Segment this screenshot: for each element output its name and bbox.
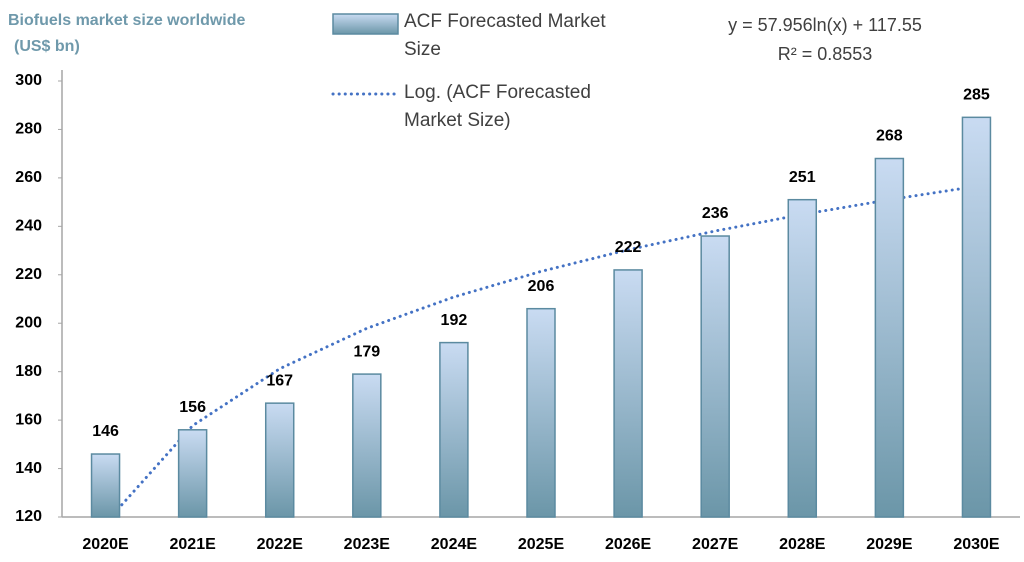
y-tick-label: 280 [15,121,42,138]
bar [439,341,469,518]
data-label: 222 [615,239,642,256]
data-label: 285 [963,87,990,104]
x-tick-label: 2024E [431,536,478,553]
bar [264,402,295,518]
data-label: 192 [441,312,468,329]
y-tick-label: 220 [15,266,42,283]
x-tick-label: 2027E [692,536,739,553]
x-tick-label: 2026E [605,536,652,553]
y-tick-label: 300 [15,72,42,89]
x-tick-label: 2030E [953,536,1000,553]
y-tick-label: 160 [15,411,42,428]
x-tick-label: 2021E [170,536,217,553]
x-tick-label: 2020E [82,536,129,553]
data-label: 179 [353,343,380,360]
y-tick-label: 260 [15,169,42,186]
legend-label: ACF Forecasted Market Size [404,11,606,60]
r-squared: R² = 0.8553 [777,44,873,64]
bar [874,157,905,518]
bar [177,429,208,518]
y-tick-label: 180 [15,363,42,380]
y-tick-label: 200 [15,314,42,331]
bar [352,373,382,518]
bar [613,269,643,518]
x-tick-label: 2025E [518,536,565,553]
data-label: 156 [179,399,206,416]
y-tick-label: 240 [15,218,42,235]
bar [787,198,818,518]
bar [90,453,121,518]
equation: y = 57.956ln(x) + 117.55 [728,15,922,35]
x-tick-label: 2023E [344,536,391,553]
plot-area [108,184,978,517]
data-label: 146 [92,423,119,440]
data-label: 251 [789,169,816,186]
data-label: 236 [702,205,729,222]
bar [961,116,992,518]
trend-line [108,184,978,517]
y-tick-label: 120 [15,508,42,525]
bar [526,307,556,518]
chart-title: Biofuels market size worldwide [8,12,246,29]
legend-swatch [332,13,399,35]
x-tick-label: 2022E [257,536,304,553]
bar [700,235,730,518]
data-label: 268 [876,128,903,145]
legend-label: Log. (ACF Forecasted Market Size) [404,82,591,131]
x-tick-label: 2029E [866,536,913,553]
x-tick-label: 2028E [779,536,826,553]
chart-subtitle: (US$ bn) [14,38,80,55]
data-label: 206 [528,278,555,295]
y-tick-label: 140 [15,460,42,477]
data-label: 167 [266,372,293,389]
